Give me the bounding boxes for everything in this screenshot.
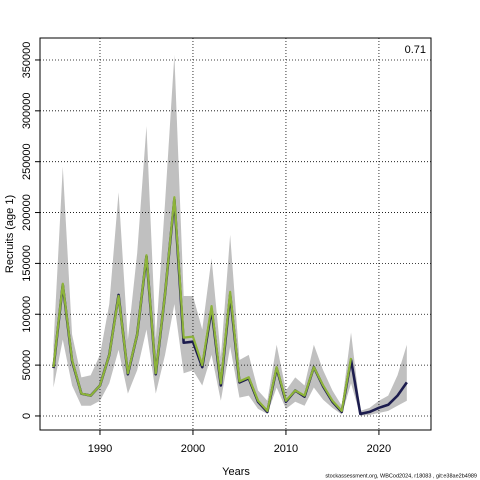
y-tick-label: 100000: [21, 296, 33, 333]
x-tick-label: 2010: [274, 443, 298, 455]
annotation: 0.71: [405, 44, 426, 56]
x-tick-label: 1990: [88, 443, 112, 455]
footer: stockassessment.org, WBCod2024, r18083 ,…: [325, 473, 477, 479]
y-tick-label: 350000: [21, 42, 33, 79]
y-tick-label: 250000: [21, 143, 33, 180]
y-tick-label: 150000: [21, 245, 33, 282]
confidence-band: [53, 54, 407, 416]
y-axis-label: Recruits (age 1): [4, 195, 16, 273]
y-tick-label: 300000: [21, 92, 33, 129]
plot-frame: [39, 37, 432, 431]
x-axis-label: Years: [222, 466, 250, 478]
x-tick-label: 2000: [181, 443, 205, 455]
y-tick-label: 50000: [21, 350, 33, 381]
y-tick-label: 0: [21, 413, 33, 419]
y-tick-label: 200000: [21, 194, 33, 231]
x-tick-label: 2020: [367, 443, 391, 455]
series-line: [52, 196, 353, 412]
